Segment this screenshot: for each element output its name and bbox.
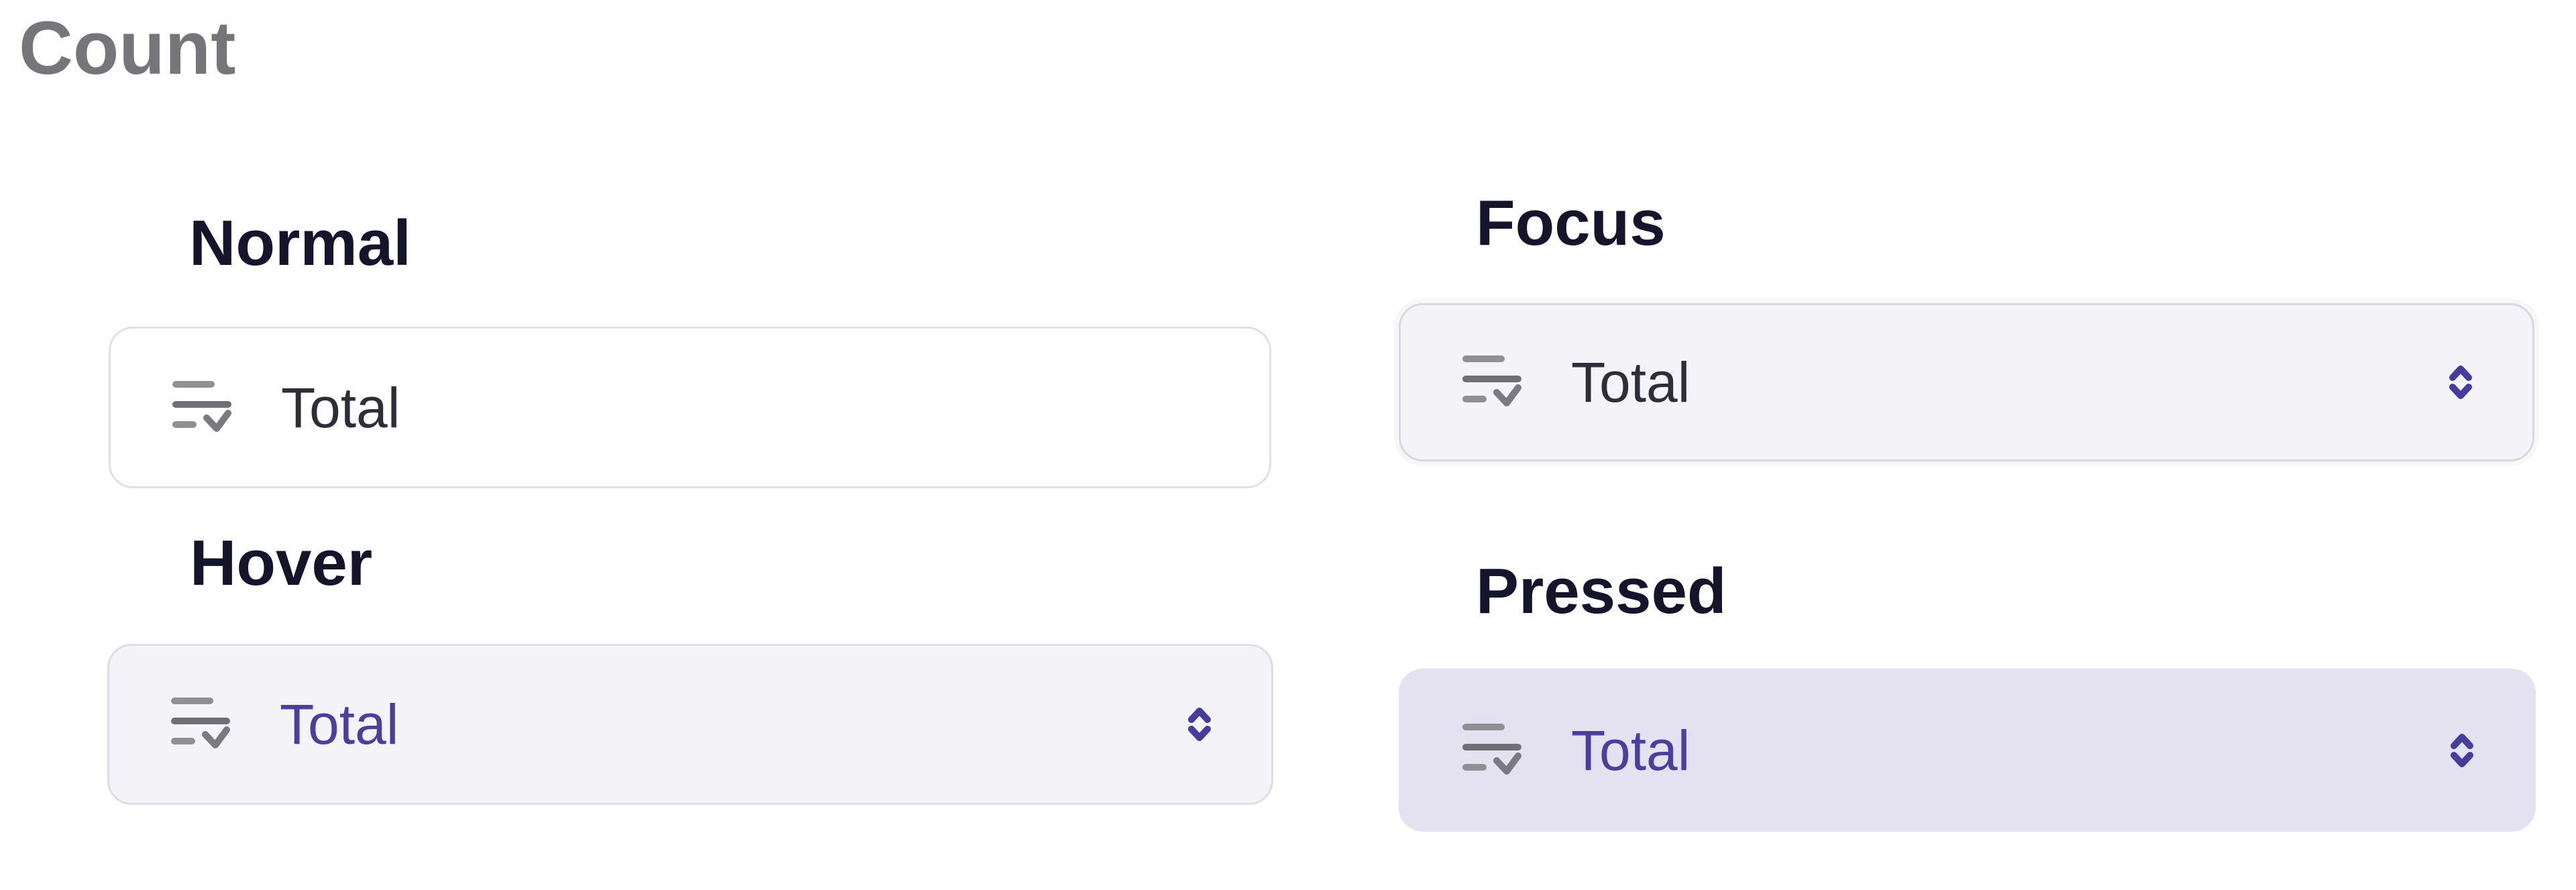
- list-check-icon: [1462, 723, 1521, 778]
- count-select-normal[interactable]: Total: [109, 327, 1271, 488]
- state-label-hover: Hover: [190, 527, 373, 599]
- select-value: Total: [1571, 718, 1690, 782]
- select-value: Total: [281, 376, 400, 439]
- unfold-more-icon: [2451, 732, 2473, 769]
- state-label-focus: Focus: [1476, 187, 1666, 259]
- unfold-more-icon: [2449, 364, 2472, 401]
- count-select-focus[interactable]: Total: [1399, 303, 2534, 461]
- unfold-more-icon: [1188, 706, 1211, 743]
- page-title: Count: [19, 6, 236, 90]
- count-select-pressed[interactable]: Total: [1399, 669, 2536, 832]
- count-select-hover[interactable]: Total: [107, 644, 1273, 805]
- list-check-icon: [172, 380, 231, 435]
- list-check-icon: [171, 697, 230, 752]
- state-label-pressed: Pressed: [1476, 555, 1727, 627]
- list-check-icon: [1462, 355, 1521, 410]
- select-value: Total: [280, 693, 399, 756]
- select-value: Total: [1571, 351, 1690, 414]
- state-label-normal: Normal: [189, 207, 411, 279]
